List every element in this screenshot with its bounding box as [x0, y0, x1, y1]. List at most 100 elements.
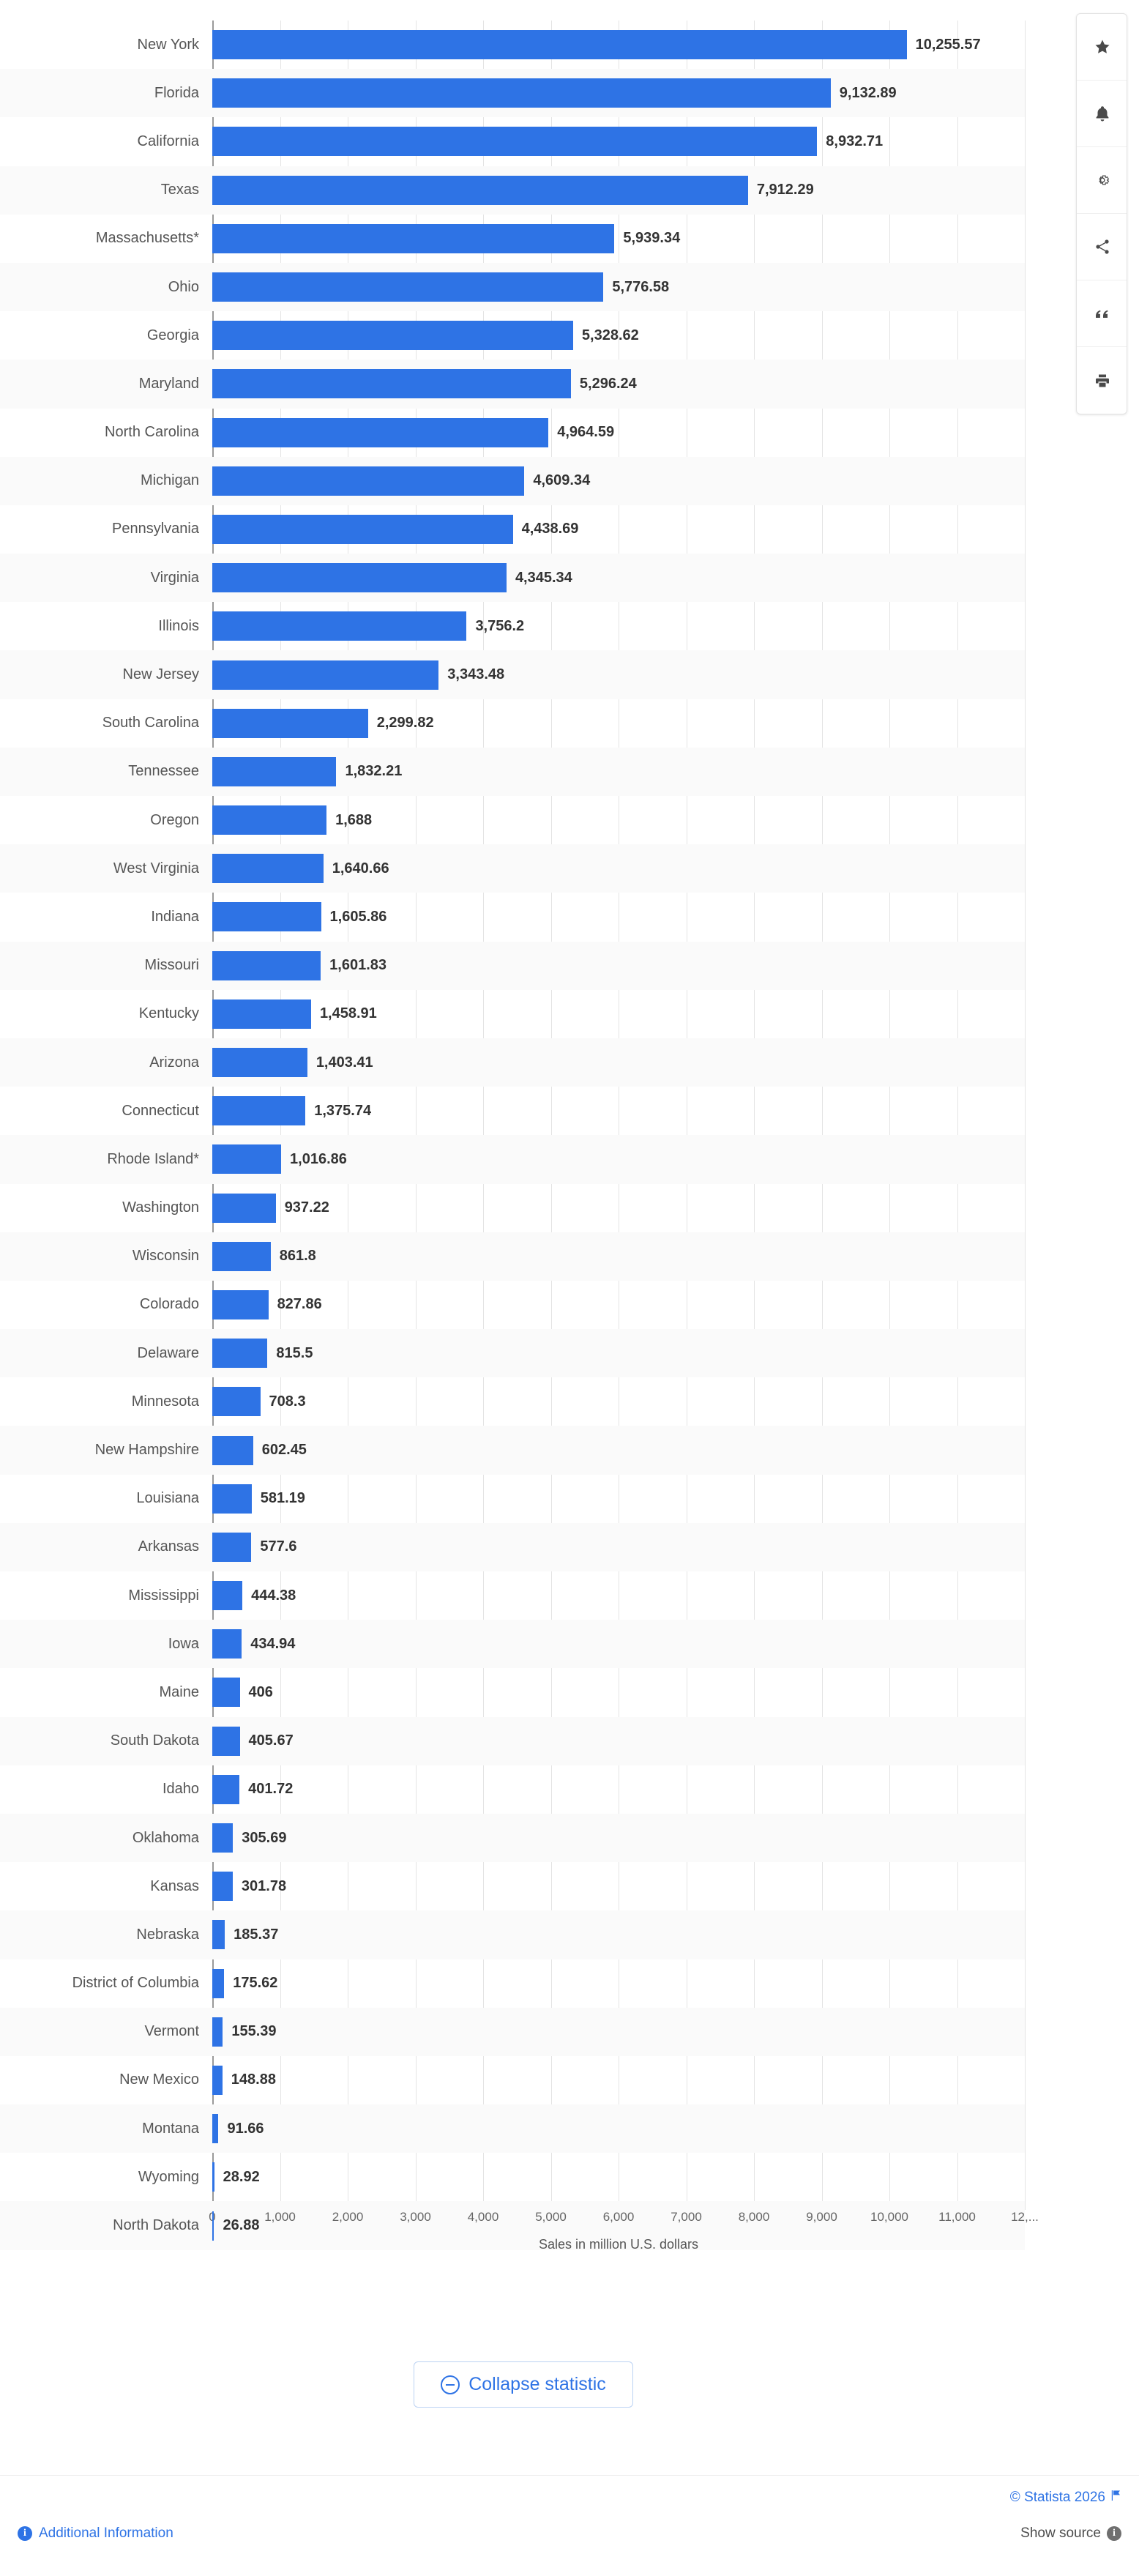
bar-value-label: 3,756.2: [475, 617, 525, 634]
category-label: Michigan: [140, 472, 199, 489]
bar[interactable]: [212, 272, 604, 302]
bar-value-label: 2,299.82: [376, 715, 434, 732]
bar[interactable]: [212, 1144, 282, 1175]
bar-row: Montana 91.66: [0, 2104, 1025, 2154]
bar[interactable]: [212, 2211, 214, 2241]
category-label: California: [137, 133, 199, 149]
category-label: Delaware: [137, 1344, 199, 1361]
bar[interactable]: [212, 1193, 276, 1223]
bar-row: Connecticut 1,375.74: [122, 1087, 1025, 1135]
bar[interactable]: [212, 1096, 306, 1126]
bar-value-label: 401.72: [248, 1781, 294, 1798]
bar-value-label: 581.19: [260, 1490, 305, 1507]
bar[interactable]: [212, 1774, 240, 1804]
bar[interactable]: [212, 563, 507, 593]
bar[interactable]: [212, 999, 311, 1029]
bar[interactable]: [212, 708, 368, 738]
print-button[interactable]: [1077, 347, 1127, 414]
bar[interactable]: [212, 1872, 233, 1902]
bar-row: Illinois 3,756.2: [158, 602, 1025, 650]
bar-value-label: 185.37: [234, 1926, 279, 1943]
bar[interactable]: [212, 1289, 269, 1319]
bar-value-label: 4,609.34: [533, 472, 591, 489]
bar-row: Texas 7,912.29: [0, 165, 1025, 215]
bar[interactable]: [212, 369, 571, 399]
category-label: New Mexico: [119, 2071, 199, 2088]
bar[interactable]: [212, 417, 549, 447]
collapse-statistic-button[interactable]: Collapse statistic: [414, 2361, 633, 2408]
chart-toolbar[interactable]: [1076, 13, 1127, 414]
bar[interactable]: [212, 2065, 223, 2095]
bar[interactable]: [212, 854, 324, 884]
bar[interactable]: [212, 223, 615, 253]
x-axis-ticks: 01,0002,0003,0004,0005,0006,0007,0008,00…: [209, 2210, 1039, 2239]
bar-value-label: 4,345.34: [515, 569, 572, 586]
bar[interactable]: [212, 1048, 307, 1078]
bar-value-label: 175.62: [233, 1975, 278, 1992]
bar[interactable]: [212, 1339, 268, 1369]
bar[interactable]: [212, 660, 439, 690]
bar[interactable]: [212, 2114, 219, 2144]
bar[interactable]: [212, 1726, 240, 1756]
collapse-statistic-wrap: Collapse statistic: [0, 2361, 1047, 2408]
category-label: West Virginia: [113, 860, 199, 876]
bar[interactable]: [212, 1241, 271, 1271]
bar[interactable]: [212, 611, 467, 641]
bar[interactable]: [212, 175, 748, 205]
info-icon: i: [1107, 2526, 1121, 2541]
bar[interactable]: [212, 1920, 225, 1950]
bar[interactable]: [212, 1678, 240, 1708]
copyright: © Statista 2026: [1010, 2490, 1121, 2506]
category-label: Iowa: [168, 1635, 199, 1652]
category-label: Montana: [142, 2120, 199, 2137]
bar[interactable]: [212, 466, 525, 496]
bar[interactable]: [212, 321, 573, 351]
bar-row: Nebraska 185.37: [0, 1910, 1025, 1959]
bar[interactable]: [212, 950, 321, 980]
bar-value-label: 4,964.59: [557, 424, 615, 441]
bar[interactable]: [212, 805, 327, 835]
category-label: Georgia: [146, 327, 199, 343]
bar[interactable]: [212, 30, 907, 60]
category-label: New Hampshire: [94, 1442, 199, 1459]
bar-value-label: 577.6: [260, 1538, 297, 1555]
category-label: Connecticut: [122, 1102, 199, 1119]
bar[interactable]: [212, 1581, 243, 1611]
bar[interactable]: [212, 1387, 261, 1417]
bar-value-label: 301.78: [241, 1877, 287, 1894]
bar[interactable]: [212, 78, 831, 108]
bar[interactable]: [212, 1435, 253, 1465]
bar-value-label: 1,403.41: [315, 1054, 373, 1071]
category-label: New Jersey: [122, 666, 199, 683]
additional-information-button[interactable]: i Additional Information: [18, 2525, 173, 2542]
bar-row: North Dakota 26.88: [0, 2201, 1025, 2250]
x-axis-label: Sales in million U.S. dollars: [538, 2237, 699, 2252]
bar[interactable]: [212, 1484, 252, 1514]
bar[interactable]: [212, 127, 818, 157]
bar[interactable]: [212, 756, 337, 786]
gridline: [1025, 21, 1026, 2210]
bar[interactable]: [212, 1629, 242, 1659]
settings-button[interactable]: [1077, 147, 1127, 214]
category-label: District of Columbia: [72, 1975, 199, 1992]
bar[interactable]: [212, 2162, 214, 2192]
bar[interactable]: [212, 1968, 225, 1998]
bar[interactable]: [212, 1532, 252, 1562]
notification-button[interactable]: [1077, 81, 1127, 147]
show-source-button[interactable]: Show source i: [1020, 2525, 1121, 2542]
bar[interactable]: [212, 902, 321, 932]
share-button[interactable]: [1077, 214, 1127, 280]
bar-value-label: 1,640.66: [332, 860, 389, 876]
category-label: Ohio: [168, 278, 199, 295]
bar[interactable]: [212, 514, 513, 544]
category-label: Tennessee: [128, 763, 199, 780]
bar-row: Georgia 5,328.62: [147, 311, 1025, 360]
bar-value-label: 7,912.29: [756, 182, 814, 198]
bar-row: Kansas 301.78: [150, 1862, 1025, 1910]
bar-row: Oklahoma 305.69: [0, 1813, 1025, 1863]
cite-button[interactable]: [1077, 280, 1127, 347]
bar[interactable]: [212, 2017, 223, 2047]
bar[interactable]: [212, 1823, 234, 1853]
bar-value-label: 5,776.58: [612, 278, 670, 295]
favorite-button[interactable]: [1077, 14, 1127, 81]
